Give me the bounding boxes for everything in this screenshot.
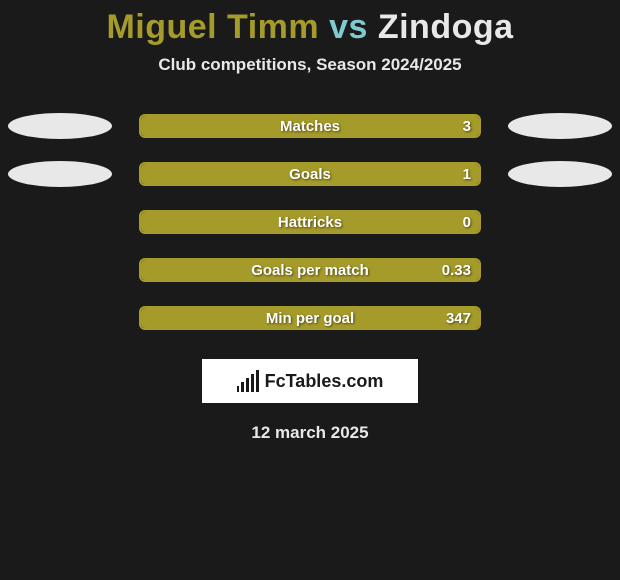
player1-name: Miguel Timm bbox=[106, 8, 319, 46]
bar-chart-icon bbox=[237, 370, 259, 392]
stat-bar: Hattricks0 bbox=[139, 210, 481, 234]
stat-bar: Matches3 bbox=[139, 114, 481, 138]
stat-bar: Goals1 bbox=[139, 162, 481, 186]
stat-value: 3 bbox=[463, 116, 471, 138]
stat-bar: Goals per match0.33 bbox=[139, 258, 481, 282]
stat-label: Matches bbox=[141, 116, 479, 138]
stat-label: Min per goal bbox=[141, 308, 479, 330]
player2-oval bbox=[508, 113, 612, 139]
stat-bar: Min per goal347 bbox=[139, 306, 481, 330]
stat-row: Goals per match0.33 bbox=[0, 257, 620, 283]
brand-box[interactable]: FcTables.com bbox=[202, 359, 418, 403]
stat-label: Goals per match bbox=[141, 260, 479, 282]
stat-value: 0.33 bbox=[442, 260, 471, 282]
stats-area: Matches3Goals1Hattricks0Goals per match0… bbox=[0, 113, 620, 331]
comparison-container: Miguel Timm vs Zindoga Club competitions… bbox=[0, 0, 620, 443]
stat-value: 1 bbox=[463, 164, 471, 186]
stat-value: 0 bbox=[463, 212, 471, 234]
page-title: Miguel Timm vs Zindoga bbox=[0, 8, 620, 47]
brand-text: FcTables.com bbox=[265, 371, 384, 392]
stat-row: Matches3 bbox=[0, 113, 620, 139]
subtitle: Club competitions, Season 2024/2025 bbox=[0, 55, 620, 75]
vs-text: vs bbox=[329, 8, 368, 46]
stat-row: Goals1 bbox=[0, 161, 620, 187]
player1-oval bbox=[8, 161, 112, 187]
stat-row: Hattricks0 bbox=[0, 209, 620, 235]
stat-label: Goals bbox=[141, 164, 479, 186]
stat-value: 347 bbox=[446, 308, 471, 330]
player1-oval bbox=[8, 113, 112, 139]
player2-oval bbox=[508, 161, 612, 187]
stat-label: Hattricks bbox=[141, 212, 479, 234]
stat-row: Min per goal347 bbox=[0, 305, 620, 331]
player2-name: Zindoga bbox=[378, 8, 514, 46]
date-text: 12 march 2025 bbox=[0, 423, 620, 443]
